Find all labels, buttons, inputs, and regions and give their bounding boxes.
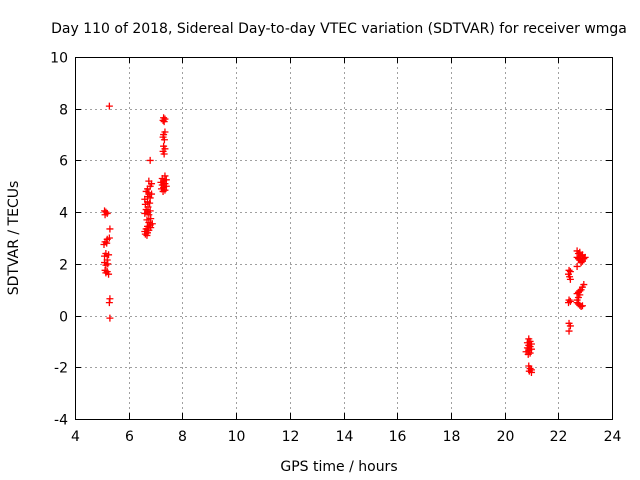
data-point	[105, 251, 113, 259]
data-point	[160, 136, 168, 144]
data-point	[578, 302, 586, 310]
data-point	[574, 255, 582, 263]
data-point	[105, 299, 113, 307]
data-points	[100, 102, 589, 376]
y-tick-label: 4	[59, 206, 68, 222]
data-point	[565, 327, 573, 335]
x-tick-label: 16	[389, 429, 407, 445]
data-point	[101, 252, 109, 260]
data-point	[106, 314, 114, 322]
data-point	[566, 322, 574, 330]
x-tick-label: 10	[228, 429, 246, 445]
y-axis-label: SDTVAR / TECUs	[6, 181, 22, 296]
data-point	[141, 209, 149, 217]
data-point	[106, 225, 114, 233]
data-point	[146, 156, 154, 164]
data-point	[160, 118, 168, 126]
data-point	[143, 231, 151, 239]
x-axis-label: GPS time / hours	[280, 459, 397, 475]
y-tick-label: 6	[59, 154, 68, 170]
data-point	[145, 211, 153, 219]
data-point	[577, 259, 585, 267]
data-point	[147, 215, 155, 223]
x-tick-label: 18	[443, 429, 461, 445]
x-tick-label: 22	[550, 429, 568, 445]
x-tick-label: 6	[125, 429, 134, 445]
x-tick-label: 20	[497, 429, 515, 445]
data-point	[141, 230, 149, 238]
grid-lines	[75, 57, 612, 419]
y-tick-label: 8	[59, 103, 68, 119]
data-point	[146, 199, 154, 207]
y-tick-label: -2	[54, 361, 68, 377]
y-tick-label: 2	[59, 258, 68, 274]
chart-title: Day 110 of 2018, Sidereal Day-to-day VTE…	[51, 21, 627, 37]
data-point	[159, 116, 167, 124]
data-point	[578, 257, 586, 265]
y-tick-label: -4	[54, 413, 68, 429]
data-point	[581, 253, 589, 261]
data-point	[105, 270, 113, 278]
data-point	[527, 368, 535, 376]
data-point	[524, 350, 532, 358]
y-tick-label: 10	[50, 51, 68, 67]
data-point	[566, 275, 574, 283]
x-tick-label: 24	[604, 429, 622, 445]
x-tick-label: 14	[336, 429, 354, 445]
x-tick-label: 8	[178, 429, 187, 445]
data-point	[101, 211, 109, 219]
data-point	[159, 187, 167, 195]
data-point	[573, 262, 581, 270]
data-point	[105, 102, 113, 110]
data-point	[148, 190, 156, 198]
data-point	[577, 303, 585, 311]
data-point	[160, 150, 168, 158]
x-tick-label: 4	[71, 429, 80, 445]
data-point	[100, 240, 108, 248]
data-point	[565, 299, 573, 307]
x-tick-label: 12	[282, 429, 300, 445]
data-point	[102, 261, 110, 269]
y-tick-label: 0	[59, 310, 68, 326]
